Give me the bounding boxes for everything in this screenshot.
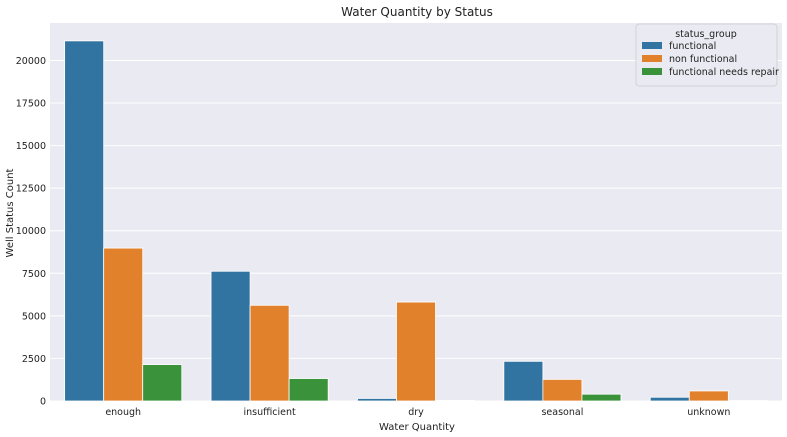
chart-title: Water Quantity by Status <box>341 5 493 19</box>
y-tick-label: 2500 <box>22 354 46 365</box>
y-tick-label: 10000 <box>16 226 46 237</box>
y-tick-label: 7500 <box>22 269 46 280</box>
x-axis-title: Water Quantity <box>379 422 455 433</box>
y-tick-label: 17500 <box>16 99 46 110</box>
bar-enough-functional-needs-repair <box>142 364 183 402</box>
bar-enough-functional <box>64 40 105 402</box>
x-tick-label: insufficient <box>243 407 296 418</box>
bar-dry-functional-needs-repair <box>435 400 475 402</box>
legend-label: functional <box>669 41 716 52</box>
bar-dry-functional <box>357 398 397 402</box>
legend-title: status_group <box>675 29 737 40</box>
y-tick-label: 5000 <box>22 311 46 322</box>
legend-swatch <box>642 55 662 62</box>
bar-seasonal-functional <box>503 360 544 402</box>
y-tick-label: 0 <box>40 397 46 408</box>
y-tick-label: 20000 <box>16 56 46 67</box>
bar-insufficient-functional <box>210 270 251 402</box>
bar-insufficient-non-functional <box>249 304 290 402</box>
x-tick-label: unknown <box>687 407 730 418</box>
legend: status_group functional non functional fun… <box>635 23 779 87</box>
y-axis-ticks: 0 2500 5000 7500 10000 12500 15000 17500 20000 <box>16 56 46 408</box>
legend-swatch <box>642 42 662 49</box>
bars <box>64 40 768 402</box>
legend-label: non functional <box>669 54 737 65</box>
y-axis-title: Well Status Count <box>5 168 16 257</box>
legend-label: functional needs repair <box>669 67 779 78</box>
bar-insufficient-functional-needs-repair <box>288 378 329 402</box>
x-tick-label: enough <box>105 407 141 418</box>
y-tick-label: 12500 <box>16 184 46 195</box>
x-tick-label: seasonal <box>541 407 583 418</box>
bar-unknown-non-functional <box>688 390 729 402</box>
legend-swatch <box>642 68 662 75</box>
bar-seasonal-non-functional <box>542 378 583 402</box>
bar-seasonal-functional-needs-repair <box>581 393 622 402</box>
bar-dry-non-functional <box>396 301 436 402</box>
x-tick-label: dry <box>408 407 424 418</box>
x-axis-ticks: enough insufficient dry seasonal unknown <box>105 407 730 418</box>
bar-unknown-functional <box>649 396 690 402</box>
legend-box <box>635 23 778 87</box>
bar-enough-non-functional <box>103 247 144 402</box>
y-tick-label: 15000 <box>16 141 46 152</box>
